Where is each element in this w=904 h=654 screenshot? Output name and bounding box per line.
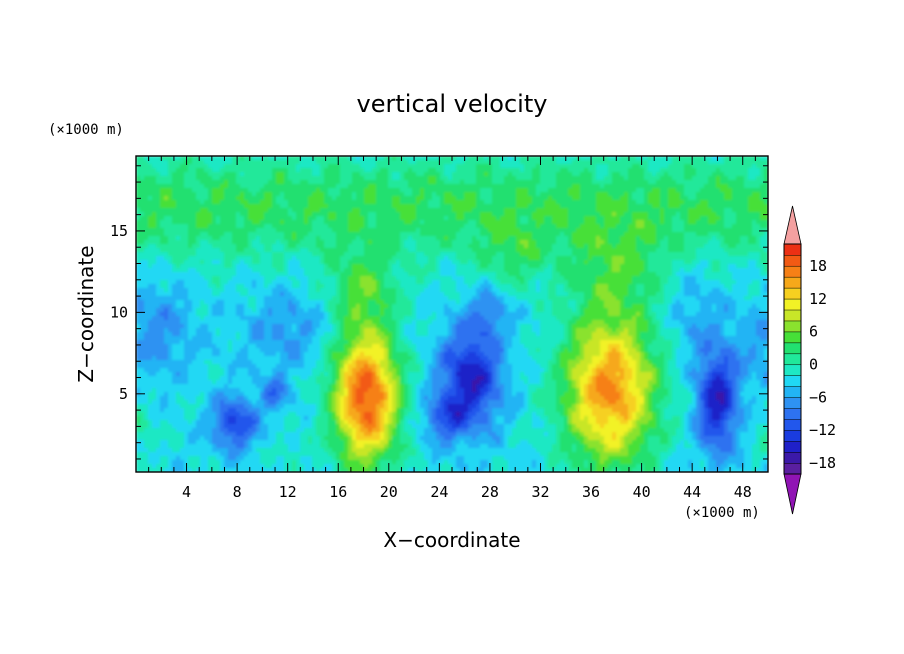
x-tick-label: 28 <box>481 483 499 501</box>
y-tick-label: 15 <box>110 222 128 240</box>
colorbar-tick-label: −18 <box>809 454 836 472</box>
x-axis-unit: (×1000 m) <box>684 505 760 521</box>
x-tick-label: 16 <box>329 483 347 501</box>
y-axis: 5 10 15 <box>110 165 768 460</box>
x-tick-label: 24 <box>430 483 448 501</box>
colorbar-tick-label: 18 <box>809 257 827 275</box>
y-tick-label: 5 <box>119 385 128 403</box>
colorbar-swatch <box>783 342 802 355</box>
colorbar-swatch <box>783 364 802 376</box>
colorbar-swatch <box>783 265 802 278</box>
colorbar-tick-label: 0 <box>809 355 818 373</box>
colorbar-swatch <box>783 287 802 300</box>
colorbar-tick-label: −6 <box>809 388 827 406</box>
x-axis-label: X−coordinate <box>383 528 520 552</box>
colorbar-swatch <box>783 309 802 322</box>
colorbar-swatch <box>783 462 802 475</box>
x-tick-label: 40 <box>633 483 651 501</box>
colorbar-swatch <box>783 254 802 267</box>
colorbar-swatch <box>783 429 802 442</box>
colorbar-tick-label: 12 <box>809 290 827 308</box>
x-tick-label: 32 <box>531 483 549 501</box>
x-tick-label: 48 <box>734 483 752 501</box>
colorbar: 18 12 6 0 −6 −12 −18 <box>783 205 836 515</box>
chart-title: vertical velocity <box>357 90 548 118</box>
colorbar-swatch <box>783 440 802 453</box>
colorbar-tick-label: −12 <box>809 421 836 439</box>
colorbar-over-arrow <box>783 205 802 245</box>
colorbar-swatch <box>783 353 802 366</box>
colorbar-swatch <box>783 320 802 333</box>
colorbar-under-arrow <box>783 473 802 515</box>
contour-field <box>136 156 768 472</box>
x-tick-label: 8 <box>233 483 242 501</box>
y-axis-label: Z−coordinate <box>74 245 98 382</box>
x-tick-label: 36 <box>582 483 600 501</box>
colorbar-swatch <box>783 298 802 311</box>
colorbar-swatch <box>783 397 802 409</box>
y-axis-unit: (×1000 m) <box>48 122 124 138</box>
x-axis: 4 8 12 16 20 24 28 32 36 40 44 48 <box>148 156 756 501</box>
y-tick-label: 10 <box>110 303 128 321</box>
colorbar-swatch <box>783 243 802 256</box>
x-tick-label: 44 <box>683 483 701 501</box>
colorbar-swatch <box>783 386 802 398</box>
colorbar-swatch <box>783 331 802 344</box>
x-tick-label: 20 <box>380 483 398 501</box>
x-tick-label: 12 <box>279 483 297 501</box>
colorbar-swatch <box>783 276 802 289</box>
x-tick-label: 4 <box>182 483 191 501</box>
colorbar-tick-label: 6 <box>809 323 818 341</box>
colorbar-swatch <box>783 375 802 387</box>
colorbar-swatch <box>783 408 802 420</box>
colorbar-swatch <box>783 418 802 431</box>
colorbar-swatch <box>783 451 802 464</box>
